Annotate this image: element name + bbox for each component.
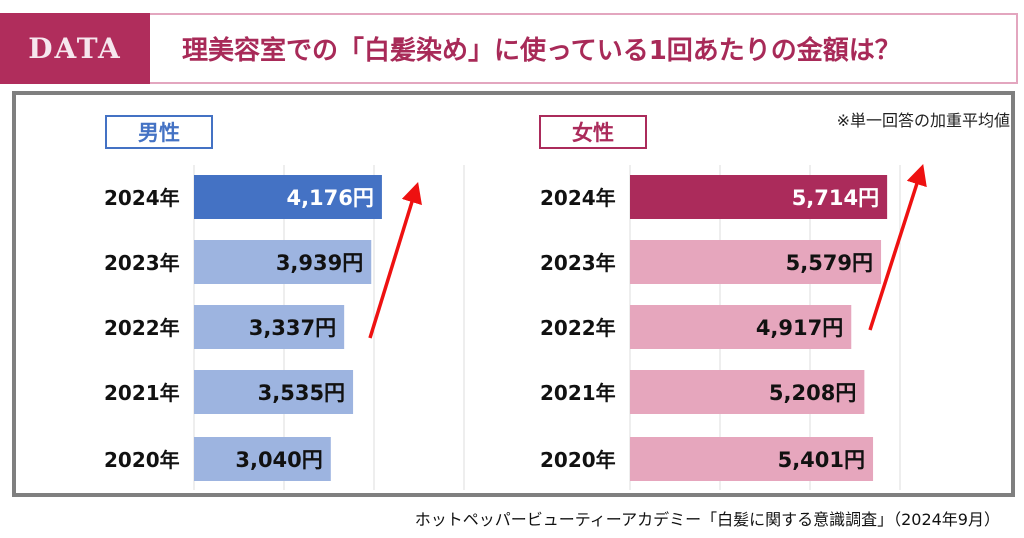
bar bbox=[194, 240, 372, 284]
bar bbox=[630, 370, 865, 414]
bar-value-label: 4,176円 bbox=[286, 186, 373, 210]
bar-value-label: 3,040円 bbox=[235, 448, 322, 472]
chart-frame bbox=[12, 91, 1015, 497]
bar-value-label: 4,917円 bbox=[756, 316, 843, 340]
category-label: 2022年 bbox=[540, 316, 616, 340]
bar-value-label: 5,714円 bbox=[792, 186, 879, 210]
bar bbox=[630, 437, 874, 481]
data-tag: DATA bbox=[0, 13, 150, 84]
male-label: 男性 bbox=[105, 115, 213, 149]
trend-arrow-icon bbox=[868, 164, 927, 331]
female-label: 女性 bbox=[539, 115, 647, 149]
bar bbox=[194, 437, 331, 481]
bar-value-label: 3,337円 bbox=[249, 316, 336, 340]
bar-value-label: 5,579円 bbox=[786, 251, 873, 275]
bar bbox=[194, 305, 345, 349]
category-label: 2021年 bbox=[104, 381, 180, 405]
bar bbox=[630, 175, 888, 219]
category-label: 2023年 bbox=[540, 251, 616, 275]
category-label: 2020年 bbox=[540, 448, 616, 472]
bar-value-label: 5,208円 bbox=[769, 381, 856, 405]
category-label: 2024年 bbox=[540, 186, 616, 210]
category-label: 2021年 bbox=[540, 381, 616, 405]
category-label: 2020年 bbox=[104, 448, 180, 472]
bar-value-label: 5,401円 bbox=[778, 448, 865, 472]
source-citation: ホットペッパービューティーアカデミー「白髪に関する意識調査」（2024年9月） bbox=[414, 510, 1000, 529]
category-label: 2023年 bbox=[104, 251, 180, 275]
bar bbox=[194, 370, 354, 414]
bar bbox=[630, 240, 882, 284]
category-label: 2022年 bbox=[104, 316, 180, 340]
category-label: 2024年 bbox=[104, 186, 180, 210]
bar-value-label: 3,535円 bbox=[258, 381, 345, 405]
bar bbox=[194, 175, 382, 219]
note: ※単一回答の加重平均値 bbox=[836, 111, 1010, 130]
page-title: 理美容室での「白髪染め」に使っている1回あたりの金額は？ bbox=[150, 13, 1018, 84]
bar bbox=[630, 305, 852, 349]
bar-value-label: 3,939円 bbox=[276, 251, 363, 275]
trend-arrow-icon bbox=[368, 181, 422, 339]
